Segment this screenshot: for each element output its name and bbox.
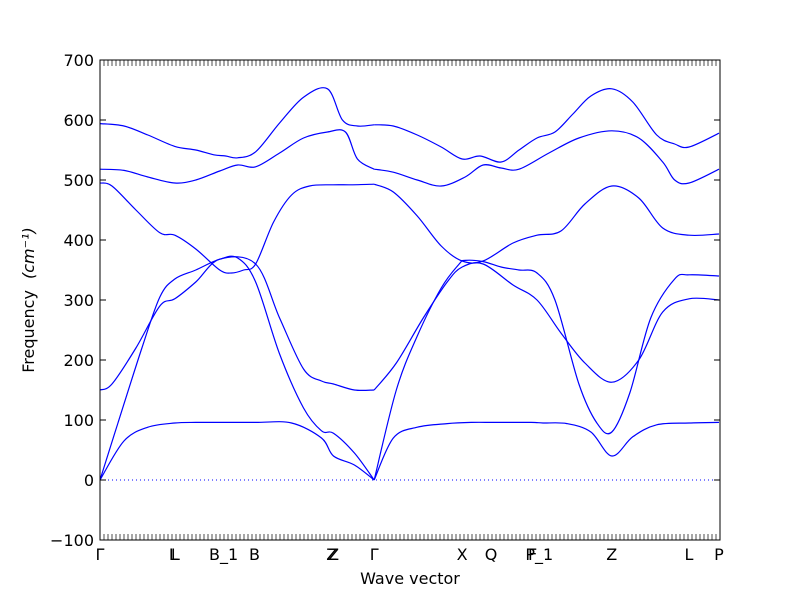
y-tick-label: 700 — [63, 51, 94, 70]
band-line-5 — [100, 256, 375, 392]
y-tick-label: 400 — [63, 231, 94, 250]
y-tick-label: 100 — [63, 411, 94, 430]
x-tick-label: F — [528, 545, 537, 564]
y-axis-label-text: Frequency — [19, 290, 38, 373]
band-line-3 — [100, 255, 375, 481]
x-tick-label: X — [457, 545, 468, 564]
x-tick-label: L — [169, 545, 178, 564]
band-line-9 — [100, 129, 375, 184]
plot-lines-group — [100, 87, 720, 481]
y-tick-label: 200 — [63, 351, 94, 370]
x-tick-label: Q — [485, 545, 498, 564]
band-line-11 — [100, 87, 375, 159]
y-tick-label: 300 — [63, 291, 94, 310]
x-tick-label: Z — [326, 545, 337, 564]
band-line-7 — [100, 182, 375, 274]
band-line-6 — [373, 262, 720, 391]
y-tick-label: 500 — [63, 171, 94, 190]
band-line-12 — [374, 88, 720, 163]
x-tick-label: Z — [606, 545, 617, 564]
x-axis-label: Wave vector — [360, 569, 460, 588]
x-tick-label: L — [171, 545, 180, 564]
x-tick-label: P — [714, 545, 724, 564]
band-line-1 — [100, 421, 375, 481]
x-tick-label: P_1 — [525, 545, 553, 565]
y-axis-unit: (cm⁻¹) — [19, 227, 38, 279]
y-axis-label: Frequency (cm⁻¹) — [19, 227, 38, 372]
band-line-4 — [373, 259, 720, 481]
x-tick-label: B_1 — [209, 545, 238, 565]
y-tick-label: 0 — [84, 471, 94, 490]
y-tick-label: −100 — [50, 531, 94, 550]
band-line-10 — [374, 130, 720, 187]
x-tick-label: Γ — [96, 545, 105, 564]
band-line-8 — [373, 183, 720, 264]
x-tick-label: L — [685, 545, 694, 564]
x-tick-label: Γ — [370, 545, 379, 564]
x-tick-label: B — [249, 545, 260, 564]
x-tick-label: Z — [328, 545, 339, 564]
y-tick-label: 600 — [63, 111, 94, 130]
band-line-2 — [373, 421, 719, 481]
